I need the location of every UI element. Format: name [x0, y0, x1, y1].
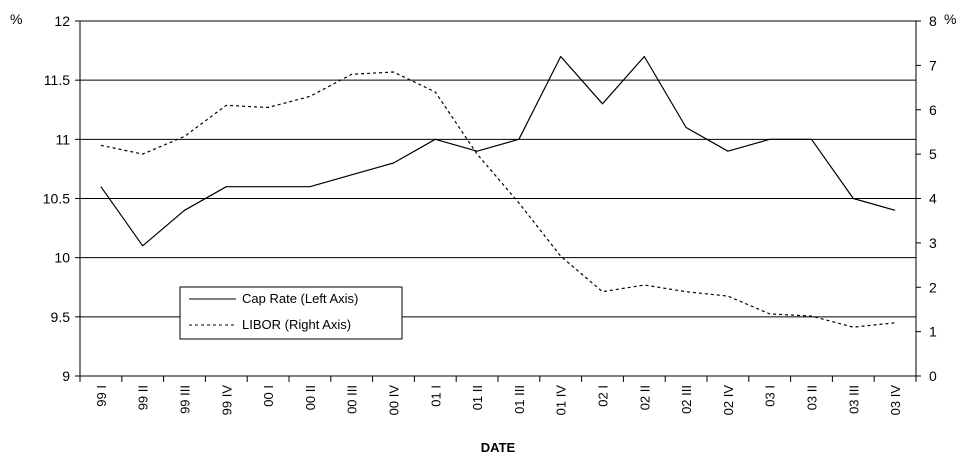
left-tick-label: 10.5 [43, 191, 70, 207]
right-tick-label: 0 [929, 368, 937, 384]
left-tick-label: 12 [54, 13, 70, 29]
x-tick-label: 02 IV [721, 385, 736, 416]
x-tick-label: 03 II [805, 385, 820, 410]
x-tick-label: 03 I [763, 385, 778, 407]
x-tick-label: 01 I [428, 385, 443, 407]
libor-line [100, 71, 896, 328]
x-tick-label: 00 II [303, 385, 318, 410]
legend-box [179, 286, 403, 340]
right-tick-label: 8 [929, 13, 937, 29]
x-tick-label: 02 II [637, 385, 652, 410]
x-tick-label: 01 II [470, 385, 485, 410]
x-tick-label: 02 I [596, 385, 611, 407]
left-tick-label: 9.5 [51, 309, 71, 325]
x-tick-label: 99 IV [219, 385, 234, 416]
x-tick-label: 03 IV [888, 385, 903, 416]
left-tick-label: 10 [54, 250, 70, 266]
right-tick-label: 1 [929, 324, 937, 340]
x-tick-label: 01 III [512, 385, 527, 414]
x-tick-label: 99 I [94, 385, 109, 407]
x-tick-label: 99 II [136, 385, 151, 410]
x-tick-label: 99 III [178, 385, 193, 414]
left-axis-unit: % [10, 11, 22, 27]
legend-label-cap-rate: Cap Rate (Left Axis) [242, 291, 358, 306]
legend-label-libor: LIBOR (Right Axis) [242, 317, 351, 332]
right-tick-label: 7 [929, 57, 937, 73]
right-tick-label: 3 [929, 235, 937, 251]
left-tick-label: 11.5 [44, 72, 70, 88]
right-tick-label: 2 [929, 279, 937, 295]
legend: Cap Rate (Left Axis) LIBOR (Right Axis) [179, 286, 403, 340]
x-tick-label: 00 I [261, 385, 276, 407]
x-tick-label: 03 III [846, 385, 861, 414]
x-axis-title: DATE [481, 440, 516, 455]
x-tick-label: 02 III [679, 385, 694, 414]
x-tick-label: 01 IV [554, 385, 569, 416]
right-axis-ticks: 0 1 2 3 4 5 6 7 8 [916, 13, 937, 384]
right-tick-label: 5 [929, 146, 937, 162]
right-tick-label: 6 [929, 102, 937, 118]
cap-rate-line [100, 55, 896, 247]
left-tick-label: 9 [62, 368, 70, 384]
x-axis-ticks: 99 I 99 II 99 III 99 IV 00 I 00 II 00 III 00 IV… [79, 376, 917, 416]
left-axis-ticks: 9 9.5 10 10.5 11 11.5 12 [43, 13, 80, 384]
right-axis-unit: % [944, 11, 956, 27]
x-tick-label: 00 III [345, 385, 360, 414]
series-lines [100, 55, 896, 328]
left-tick-label: 11 [55, 131, 70, 147]
right-tick-label: 4 [929, 191, 937, 207]
x-tick-label: 00 IV [387, 385, 402, 416]
